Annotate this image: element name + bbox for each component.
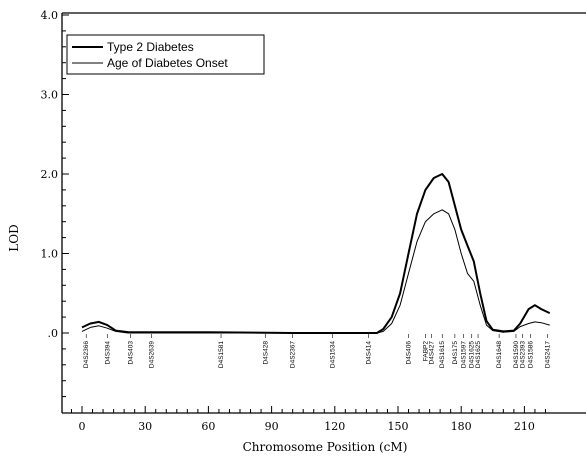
y-axis-title: LOD xyxy=(7,224,21,251)
marker-label: D4S2639 xyxy=(149,341,156,368)
marker-label: D4S1625 xyxy=(475,341,482,368)
y-tick-label: 3.0 xyxy=(41,89,59,102)
markers-group: D4S2366 D4S394 D4S403 D4S2639 D4S1581 D4S428 D… xyxy=(83,334,552,368)
ticks-group: .0 1.0 2.0 3.0 4.0 0 30 60 90 120 150 180 210 xyxy=(41,9,546,433)
y-tick-label: .0 xyxy=(48,327,59,340)
x-tick-label: 120 xyxy=(324,420,345,433)
marker-label: D4S427 xyxy=(429,341,436,365)
x-tick-label: 180 xyxy=(451,420,472,433)
series-group xyxy=(81,173,551,334)
x-axis-title: Chromosome Position (cM) xyxy=(243,440,408,454)
marker-label: D4S1586 xyxy=(528,341,535,368)
marker-label: D4S2366 xyxy=(83,341,90,368)
marker-label: D4S403 xyxy=(127,341,134,365)
legend-label-onset: Age of Diabetes Onset xyxy=(107,56,228,70)
marker-label: D4S1597 xyxy=(460,341,467,368)
series-line-age-onset xyxy=(81,209,550,334)
marker-label: FABP2 xyxy=(422,341,429,362)
marker-label: D4S406 xyxy=(406,341,413,365)
marker-label: D4S1581 xyxy=(218,341,225,368)
y-tick-label: 1.0 xyxy=(41,248,59,261)
marker-label: D4S2417 xyxy=(545,341,552,368)
x-tick-label: 0 xyxy=(79,420,86,433)
marker-label: D4S1590 xyxy=(513,341,520,368)
x-tick-label: 150 xyxy=(388,420,409,433)
marker-label: D4S1648 xyxy=(496,341,503,368)
y-tick-label: 2.0 xyxy=(41,168,59,181)
marker-label: D4S175 xyxy=(452,341,459,365)
marker-label: D4S1625 xyxy=(469,341,476,368)
marker-label: D4S2367 xyxy=(290,341,297,368)
x-tick-label: 90 xyxy=(265,420,279,433)
marker-label: D4S414 xyxy=(366,341,373,365)
legend-label-type2: Type 2 Diabetes xyxy=(107,40,194,54)
x-tick-label: 30 xyxy=(138,420,152,433)
legend: Type 2 Diabetes Age of Diabetes Onset xyxy=(66,34,265,75)
marker-label: D4S428 xyxy=(262,341,269,365)
x-tick-label: 210 xyxy=(514,420,535,433)
marker-label: D4S394 xyxy=(104,341,111,365)
y-tick-label: 4.0 xyxy=(41,9,59,22)
legend-box xyxy=(66,34,265,75)
series-line-type2-diabetes xyxy=(81,173,551,334)
marker-label: D4S2393 xyxy=(519,341,526,368)
x-tick-label: 60 xyxy=(201,420,215,433)
marker-label: D4S1534 xyxy=(330,341,337,368)
marker-label: D4S1615 xyxy=(439,341,446,368)
